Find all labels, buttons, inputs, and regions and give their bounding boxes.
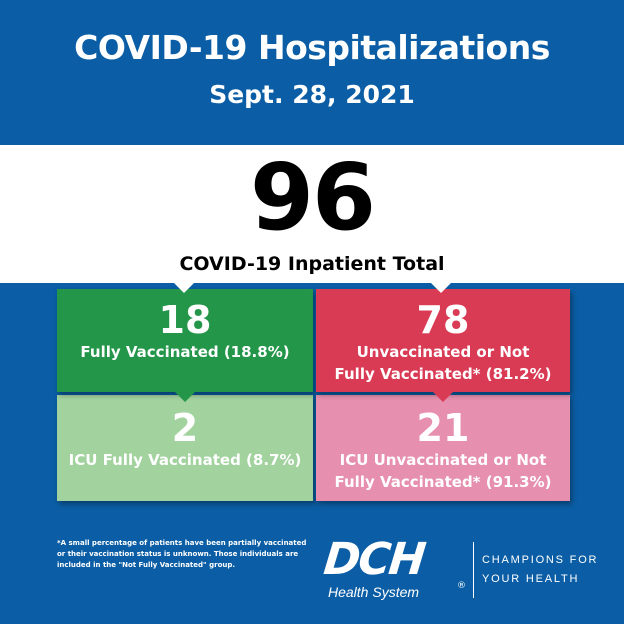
icu-unvaccinated-label-line1: ICU Unvaccinated or Not bbox=[339, 451, 547, 469]
logo-divider bbox=[473, 542, 474, 598]
footnote: *A small percentage of patients have bee… bbox=[57, 538, 307, 571]
band-pointer-left bbox=[173, 282, 195, 293]
band-pointer-right bbox=[430, 282, 452, 293]
icu-fully-vaccinated-box: 2 ICU Fully Vaccinated (8.7%) bbox=[57, 395, 313, 501]
footnote-line2: or their vaccination status is unknown. … bbox=[57, 550, 299, 558]
unvaccinated-box: 78 Unvaccinated or Not Fully Vaccinated*… bbox=[316, 289, 570, 402]
icu-fully-vaccinated-label: ICU Fully Vaccinated (8.7%) bbox=[68, 451, 302, 469]
tagline-line2: YOUR HEALTH bbox=[482, 573, 580, 585]
inpatient-total-number: 96 bbox=[249, 144, 376, 251]
unvaccinated-label-line1: Unvaccinated or Not bbox=[356, 343, 530, 361]
logo-subtitle: Health System bbox=[328, 584, 420, 600]
fully-vaccinated-count: 18 bbox=[158, 298, 212, 342]
registered-mark: ® bbox=[457, 581, 466, 591]
page-date: Sept. 28, 2021 bbox=[209, 80, 415, 109]
inpatient-total-label: COVID-19 Inpatient Total bbox=[179, 253, 445, 275]
unvaccinated-label-line2: Fully Vaccinated* (81.2%) bbox=[334, 365, 552, 383]
fully-vaccinated-label: Fully Vaccinated (18.8%) bbox=[80, 343, 290, 361]
tagline: CHAMPIONS FOR YOUR HEALTH bbox=[482, 551, 602, 589]
dch-logo: DCH Health System ® bbox=[321, 534, 466, 600]
footnote-line3: included in the "Not Fully Vaccinated" g… bbox=[57, 561, 236, 569]
icu-unvaccinated-label-line2: Fully Vaccinated* (91.3%) bbox=[334, 473, 552, 491]
unvaccinated-pointer bbox=[433, 392, 453, 402]
tagline-line1: CHAMPIONS FOR bbox=[482, 554, 599, 566]
fully-vaccinated-pointer bbox=[175, 392, 195, 402]
fully-vaccinated-box: 18 Fully Vaccinated (18.8%) bbox=[57, 289, 313, 402]
icu-unvaccinated-count: 21 bbox=[416, 406, 470, 450]
icu-unvaccinated-box: 21 ICU Unvaccinated or Not Fully Vaccina… bbox=[316, 395, 570, 501]
icu-fully-vaccinated-count: 2 bbox=[171, 406, 199, 450]
logo-wordmark: DCH bbox=[321, 534, 427, 585]
total-band bbox=[0, 145, 624, 283]
footnote-line1: *A small percentage of patients have bee… bbox=[57, 539, 307, 547]
unvaccinated-count: 78 bbox=[416, 298, 470, 342]
page-title: COVID-19 Hospitalizations bbox=[74, 28, 550, 67]
